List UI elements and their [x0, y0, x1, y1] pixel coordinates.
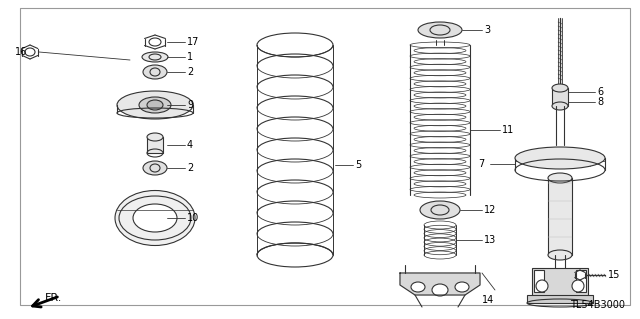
Ellipse shape — [418, 22, 462, 38]
Text: 3: 3 — [484, 25, 490, 35]
Bar — [527, 295, 593, 303]
Ellipse shape — [515, 147, 605, 169]
Ellipse shape — [552, 102, 568, 110]
Text: 16: 16 — [15, 47, 28, 57]
Text: 4: 4 — [187, 140, 193, 150]
Ellipse shape — [142, 52, 168, 62]
Text: 1: 1 — [187, 52, 193, 62]
Text: 7: 7 — [478, 159, 484, 169]
Ellipse shape — [143, 65, 167, 79]
Ellipse shape — [432, 284, 448, 296]
Bar — [576, 270, 586, 292]
Ellipse shape — [552, 84, 568, 92]
Text: 9: 9 — [187, 100, 193, 110]
Ellipse shape — [115, 190, 195, 246]
Bar — [548, 178, 572, 255]
Ellipse shape — [147, 133, 163, 141]
Bar — [532, 268, 588, 300]
Ellipse shape — [133, 204, 177, 232]
Ellipse shape — [411, 282, 425, 292]
Ellipse shape — [548, 173, 572, 183]
Text: TL54B3000: TL54B3000 — [570, 300, 625, 310]
Text: 10: 10 — [187, 213, 199, 223]
Ellipse shape — [147, 100, 163, 110]
Polygon shape — [400, 273, 480, 295]
Text: 13: 13 — [484, 235, 496, 245]
Ellipse shape — [536, 280, 548, 292]
Text: 17: 17 — [187, 37, 200, 47]
Ellipse shape — [548, 250, 572, 260]
Text: 8: 8 — [597, 97, 603, 107]
Text: 6: 6 — [597, 87, 603, 97]
Ellipse shape — [117, 91, 193, 119]
Ellipse shape — [420, 201, 460, 219]
Text: 12: 12 — [484, 205, 497, 215]
Ellipse shape — [572, 280, 584, 292]
Text: 14: 14 — [482, 295, 494, 305]
Bar — [552, 88, 568, 106]
Text: 15: 15 — [608, 270, 620, 280]
Text: 5: 5 — [355, 160, 361, 170]
Text: 2: 2 — [187, 163, 193, 173]
Ellipse shape — [139, 97, 171, 113]
Text: FR.: FR. — [45, 293, 62, 303]
Text: 2: 2 — [187, 67, 193, 77]
Ellipse shape — [530, 150, 590, 166]
Ellipse shape — [548, 153, 572, 163]
Bar — [147, 137, 163, 153]
Text: 11: 11 — [502, 125, 515, 135]
Ellipse shape — [143, 161, 167, 175]
Ellipse shape — [455, 282, 469, 292]
Bar — [534, 270, 544, 292]
